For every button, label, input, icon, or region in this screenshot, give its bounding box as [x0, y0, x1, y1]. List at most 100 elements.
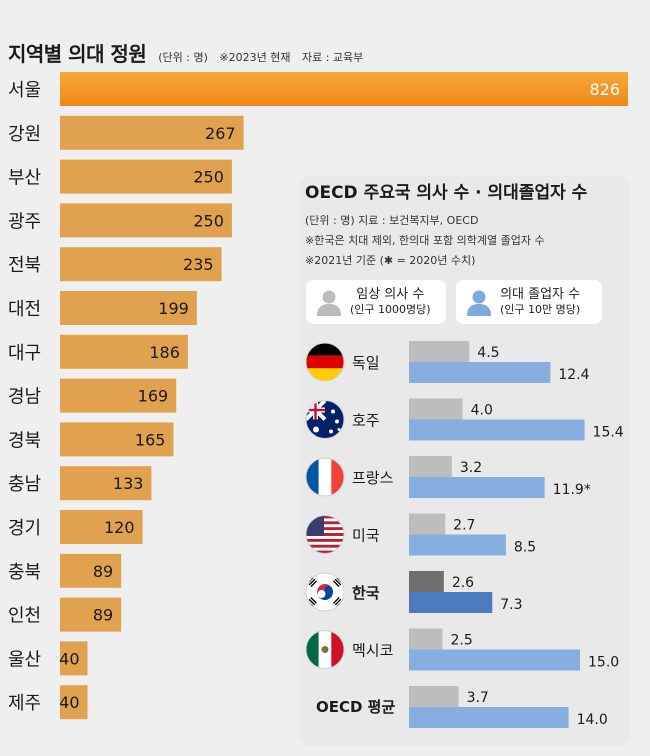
region-bar: [60, 203, 232, 238]
oecd-title: OECD 주요국 의사 수 · 의대졸업자 수: [305, 183, 588, 203]
region-value-label: 250: [193, 168, 224, 187]
year-note: ※2023년 현재: [219, 51, 291, 64]
legend-clinical-text: 임상 의사 수 (인구 1000명당): [350, 287, 431, 317]
region-label: 광주: [8, 211, 41, 232]
region-label: 인천: [8, 606, 41, 627]
oecd-graduate-value: 14.0: [577, 712, 608, 728]
oecd-note-3: ※2021년 기준 (✱ = 2020년 수치): [305, 254, 475, 267]
legend-clinical-sub: (인구 1000명당): [350, 303, 431, 316]
region-bar: [60, 115, 244, 150]
oecd-country-label: 한국: [352, 584, 380, 602]
region-value-label: 199: [158, 299, 189, 318]
region-label: 경북: [8, 430, 41, 451]
oecd-clinical-bar: [409, 628, 443, 650]
oecd-chart: OECD 주요국 의사 수 · 의대졸업자 수 (단위 : 명) 지료 : 보건…: [300, 176, 630, 746]
region-label: 강원: [8, 124, 41, 145]
region-label: 대구: [8, 343, 41, 364]
person-icon-blue: [467, 290, 491, 316]
unit-label: (단위 : 명): [158, 51, 208, 64]
oecd-clinical-bar: [409, 513, 446, 535]
oecd-clinical-value: 2.7: [453, 518, 475, 534]
region-bar: [60, 291, 197, 325]
region-label: 전북: [8, 255, 41, 276]
oecd-note-1: (단위 : 명) 지료 : 보건복지부, OECD: [305, 214, 478, 227]
flag-icon: [305, 457, 345, 497]
region-bar: [60, 72, 628, 106]
region-value-label: 133: [113, 474, 144, 493]
region-value-label: 89: [93, 562, 113, 581]
flag-icon: [305, 342, 345, 382]
oecd-clinical-bar: [409, 456, 452, 477]
region-label: 제주: [8, 693, 41, 714]
oecd-graduate-bar: [409, 362, 551, 383]
region-label: 충북: [8, 562, 41, 583]
oecd-country-label: 프랑스: [352, 469, 394, 487]
region-bars: [60, 72, 628, 720]
region-label: 충남: [8, 474, 41, 495]
region-bar: [60, 422, 174, 457]
oecd-clinical-value: 2.6: [452, 575, 474, 591]
oecd-clinical-bar: [409, 398, 463, 420]
flag-icon: [305, 400, 345, 439]
oecd-graduate-value: 11.9*: [553, 482, 591, 498]
person-icon-gray: [317, 290, 341, 316]
oecd-graduate-bar: [409, 477, 545, 498]
oecd-clinical-bar: [409, 341, 470, 362]
oecd-country-label: 호주: [352, 412, 380, 430]
region-value-label: 169: [138, 387, 169, 406]
region-label: 대전: [8, 299, 41, 320]
legend-clinical: 임상 의사 수 (인구 1000명당): [306, 280, 446, 324]
region-bar: [60, 378, 177, 413]
oecd-clinical-value: 3.2: [460, 460, 482, 476]
flag-icon: [305, 630, 345, 669]
region-value-label: 89: [93, 606, 113, 625]
oecd-clinical-bar: [409, 571, 444, 592]
oecd-note-2: ※한국은 치대 제외, 한의대 포함 의학계열 졸업자 수: [305, 234, 545, 247]
legend-graduates-text: 의대 졸업자 수 (인구 10만 명당): [500, 287, 580, 317]
legend-graduates-name: 의대 졸업자 수: [500, 287, 581, 302]
flag-icon: [305, 515, 345, 554]
region-value-label: 120: [104, 518, 135, 537]
oecd-clinical-value: 4.5: [477, 345, 499, 361]
region-label: 울산: [8, 649, 41, 670]
region-bar: [60, 466, 152, 501]
region-value-label: 40: [59, 693, 79, 712]
flag-icon: [305, 572, 345, 612]
oecd-clinical-value: 2.5: [451, 633, 473, 649]
oecd-clinical-value: 3.7: [467, 690, 489, 706]
oecd-graduate-bar: [409, 419, 585, 441]
oecd-graduate-bar: [409, 649, 580, 671]
region-bar: [60, 553, 122, 588]
oecd-data-labels: 4.5 12.4 4.0 15.4 3.2 11.9* 2.7 8.5 2.6 7.3 2.5 15.…: [451, 345, 624, 728]
oecd-country-label: 미국: [352, 527, 380, 545]
oecd-graduate-value: 15.0: [588, 655, 619, 671]
region-data-labels: 826 267 250 250 235 199 186 169 165 133 120 89 89 40 4…: [59, 80, 620, 712]
oecd-bars: [409, 341, 585, 728]
legend-graduates-sub: (인구 10만 명당): [500, 303, 581, 316]
oecd-country-label: 독일: [352, 354, 380, 372]
region-bar: [60, 334, 188, 369]
region-bar: [60, 685, 88, 720]
oecd-graduate-value: 8.5: [514, 540, 536, 556]
oecd-country-label: OECD 평균: [316, 698, 395, 716]
region-value-label: 165: [135, 430, 166, 449]
region-bar: [60, 597, 122, 632]
region-bar: [60, 641, 88, 676]
header: 지역별 의대 정원 (단위 : 명) ※2023년 현재 자료 : 교육부: [8, 38, 371, 67]
region-value-label: 40: [59, 649, 79, 668]
legend-clinical-name: 임상 의사 수: [356, 287, 425, 302]
oecd-graduate-bar: [409, 707, 569, 728]
region-bar: [60, 510, 143, 544]
oecd-graduate-value: 15.4: [593, 425, 624, 441]
title-meta: (단위 : 명) ※2023년 현재 자료 : 교육부: [158, 49, 371, 65]
region-value-label: 826: [589, 80, 620, 99]
oecd-graduate-bar: [409, 592, 493, 613]
oecd-clinical-value: 4.0: [471, 403, 493, 419]
region-value-label: 235: [183, 255, 214, 274]
region-value-label: 186: [149, 343, 180, 362]
oecd-graduate-value: 7.3: [500, 597, 522, 613]
